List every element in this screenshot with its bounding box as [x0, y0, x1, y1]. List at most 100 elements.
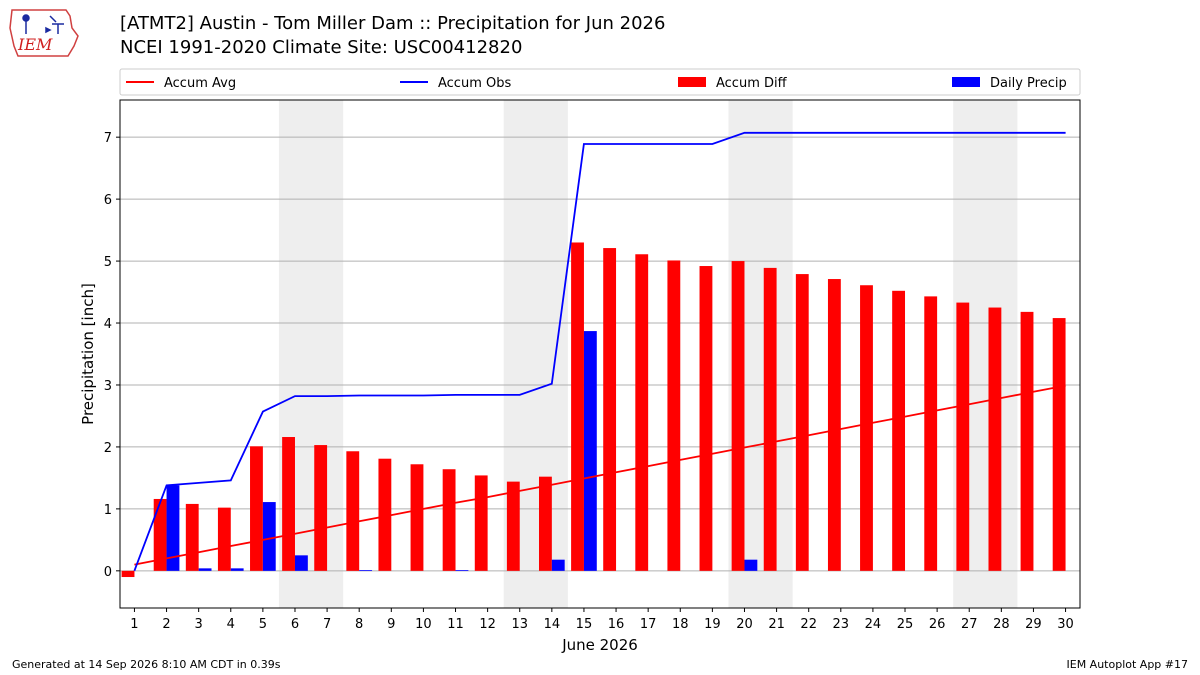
x-tick-label: 10 [415, 617, 432, 632]
accum-diff-bar [988, 307, 1002, 571]
accum-diff-bar [763, 267, 777, 571]
daily-precip-bar [166, 485, 180, 571]
accum-diff-bar [860, 285, 873, 571]
accum-diff-bar [314, 445, 328, 571]
accum-diff-bar [282, 437, 295, 571]
accum-diff-bar [635, 254, 649, 571]
daily-precip-bar [455, 570, 469, 572]
accum-diff-bar [217, 507, 231, 571]
daily-precip-bar [294, 555, 308, 571]
x-tick-label: 18 [672, 617, 689, 632]
x-tick-label: 4 [227, 617, 235, 632]
accum-obs-line [133, 131, 1066, 572]
y-tick-label: 1 [104, 503, 112, 518]
x-tick-label: 8 [355, 617, 363, 632]
x-tick-label: 6 [291, 617, 299, 632]
x-tick-label: 16 [608, 617, 625, 632]
daily-precip-bar [744, 559, 758, 571]
accum-avg-line [134, 384, 1066, 566]
x-tick-label: 13 [511, 617, 528, 632]
accum-diff-bar [250, 446, 263, 571]
daily-precip-bar [198, 568, 212, 571]
daily-precip-bar [230, 568, 244, 571]
accum-diff-bar [924, 296, 938, 571]
legend-accum-obs: Accum Obs [400, 76, 511, 91]
x-tick-label: 5 [259, 617, 267, 632]
x-tick-label: 26 [929, 617, 946, 632]
accum-diff-bar [474, 475, 488, 571]
weather-instruments-icon [22, 14, 64, 34]
x-tick-label: 28 [993, 617, 1010, 632]
accum-diff-bar [185, 503, 199, 571]
x-tick-label: 24 [865, 617, 882, 632]
accum-diff-bar [827, 279, 841, 571]
chart-title: [ATMT2] Austin - Tom Miller Dam :: Preci… [120, 13, 666, 34]
accum-diff-bar [1020, 311, 1034, 571]
x-tick-label: 9 [387, 617, 395, 632]
x-tick-label: 17 [640, 617, 657, 632]
legend-daily-precip: Daily Precip [952, 76, 1067, 91]
y-tick-label: 4 [104, 317, 112, 332]
x-tick-label: 11 [447, 617, 464, 632]
chart-subtitle: NCEI 1991-2020 Climate Site: USC00412820 [120, 37, 523, 58]
legend-accum-diff: Accum Diff [678, 76, 788, 91]
x-tick-label: 21 [768, 617, 785, 632]
accum-diff-bar [892, 290, 906, 571]
x-tick-label: 7 [323, 617, 331, 632]
x-tick-label: 30 [1057, 617, 1074, 632]
x-tick-label: 3 [195, 617, 203, 632]
accum-diff-bar [956, 302, 970, 571]
x-tick-label: 25 [897, 617, 914, 632]
x-tick-label: 29 [1025, 617, 1042, 632]
accum-diff-bar [506, 481, 520, 571]
y-tick-label: 5 [104, 255, 112, 270]
accum-diff-bar [699, 266, 713, 571]
accum-diff-bar [378, 458, 392, 571]
daily-precip-bar [359, 570, 373, 572]
daily-precip-bar [262, 502, 276, 571]
x-tick-label: 1 [130, 617, 138, 632]
x-tick-label: 14 [544, 617, 561, 632]
accum-diff-bar [538, 476, 552, 571]
accum-diff-bar [410, 464, 424, 571]
legend-daily-precip-label: Daily Precip [990, 76, 1067, 91]
accum-diff-bar [667, 260, 681, 571]
legend-accum-diff-swatch [678, 77, 706, 87]
accum-diff-bar [121, 570, 135, 578]
y-axis-title: Precipitation [inch] [79, 283, 97, 425]
accum-diff-bar [795, 274, 809, 571]
x-tick-label: 20 [736, 617, 753, 632]
x-tick-label: 22 [800, 617, 817, 632]
legend: Accum Avg Accum Obs Accum Diff Daily Precip [119, 68, 1081, 96]
x-tick-label: 15 [576, 617, 593, 632]
y-tick-label: 2 [104, 441, 112, 456]
legend-daily-precip-swatch [952, 77, 980, 87]
x-tick-label: 23 [833, 617, 850, 632]
x-tick-label: 19 [704, 617, 721, 632]
iem-logo: IEM [9, 9, 79, 57]
legend-accum-avg-label: Accum Avg [164, 76, 236, 91]
daily-precip-bar [551, 559, 565, 571]
x-tick-label: 12 [479, 617, 496, 632]
accum-diff-bar [731, 261, 745, 571]
accum-diff-bar [571, 242, 584, 571]
legend-accum-avg: Accum Avg [126, 76, 236, 91]
x-axis-title: June 2026 [561, 636, 638, 654]
accum-diff-bar [1052, 318, 1066, 571]
logo-text: IEM [17, 35, 53, 54]
footer-app-text: IEM Autoplot App #17 [1066, 658, 1189, 671]
plot-frame [119, 99, 1081, 609]
y-tick-label: 3 [104, 379, 112, 394]
y-tick-label: 6 [104, 193, 112, 208]
y-tick-label: 7 [104, 131, 112, 146]
accum-diff-bar [442, 469, 456, 571]
legend-accum-diff-label: Accum Diff [716, 76, 788, 91]
x-tick-label: 27 [961, 617, 978, 632]
accum-diff-bar [603, 248, 617, 571]
y-tick-label: 0 [104, 565, 112, 580]
x-tick-label: 2 [162, 617, 170, 632]
daily-precip-bar [583, 331, 597, 571]
legend-accum-obs-label: Accum Obs [438, 76, 511, 91]
accum-diff-bar [153, 498, 167, 571]
